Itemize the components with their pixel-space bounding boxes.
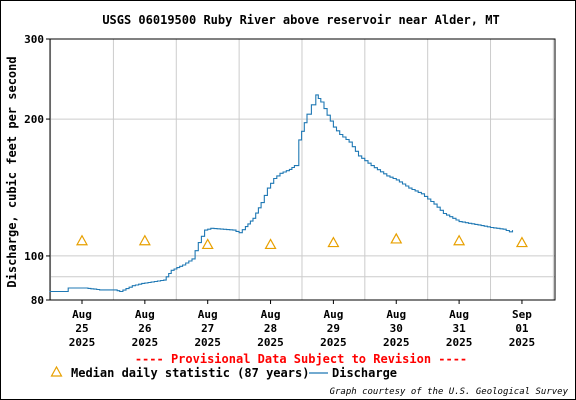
- x-tick-label: Aug: [386, 308, 406, 321]
- credit-text: Graph courtesy of the U.S. Geological Su…: [330, 387, 569, 397]
- median-marker: [264, 238, 277, 250]
- discharge-line: [49, 94, 514, 293]
- x-tick-label: 31: [452, 322, 466, 335]
- x-tick-label: 2025: [194, 336, 221, 349]
- median-marker: [327, 236, 340, 248]
- plot-border: [49, 38, 556, 301]
- y-tick-label: 200: [24, 113, 44, 126]
- series: [49, 94, 528, 293]
- median-marker: [201, 238, 214, 250]
- x-tick-label: 28: [264, 322, 277, 335]
- x-tick-label: 2025: [257, 336, 284, 349]
- x-tick-label: Sep: [512, 308, 532, 321]
- y-tick-label: 80: [31, 294, 44, 307]
- x-axis-ticks: Aug252025Aug262025Aug272025Aug282025Aug2…: [69, 300, 535, 349]
- x-tick-label: 2025: [320, 336, 347, 349]
- y-axis-label: Discharge, cubic feet per second: [5, 56, 19, 287]
- chart-title: USGS 06019500 Ruby River above reservoir…: [102, 13, 499, 27]
- x-tick-label: 27: [201, 322, 214, 335]
- x-tick-label: 26: [138, 322, 152, 335]
- x-tick-label: 2025: [509, 336, 536, 349]
- median-marker: [75, 234, 89, 246]
- plot-area: [50, 39, 555, 300]
- x-tick-label: 29: [327, 322, 340, 335]
- x-tick-label: 01: [515, 322, 529, 335]
- x-tick-label: 2025: [132, 336, 159, 349]
- x-tick-label: 2025: [69, 336, 96, 349]
- grid-lines: [50, 38, 555, 300]
- x-tick-label: 2025: [383, 336, 410, 349]
- x-tick-label: Aug: [135, 308, 155, 321]
- legend-label-discharge: Discharge: [332, 366, 397, 380]
- x-tick-label: 25: [75, 322, 88, 335]
- x-tick-label: Aug: [261, 308, 281, 321]
- median-marker: [390, 232, 403, 244]
- median-marker: [515, 236, 528, 248]
- provisional-notice: ---- Provisional Data Subject to Revisio…: [135, 352, 467, 366]
- median-marker: [453, 234, 466, 246]
- legend: Median daily statistic (87 years) Discha…: [50, 365, 397, 380]
- x-tick-label: 30: [390, 322, 403, 335]
- x-tick-label: Aug: [198, 308, 218, 321]
- x-tick-label: 2025: [446, 336, 473, 349]
- y-axis-ticks: 80 100 200 300: [24, 33, 50, 307]
- x-tick-label: Aug: [449, 308, 469, 321]
- legend-triangle-icon: [50, 365, 63, 377]
- x-tick-label: Aug: [323, 308, 343, 321]
- median-marker: [138, 234, 151, 246]
- y-tick-label: 300: [24, 33, 44, 46]
- y-tick-label: 100: [24, 250, 44, 263]
- legend-label-median: Median daily statistic (87 years): [71, 366, 309, 380]
- x-tick-label: Aug: [72, 308, 92, 321]
